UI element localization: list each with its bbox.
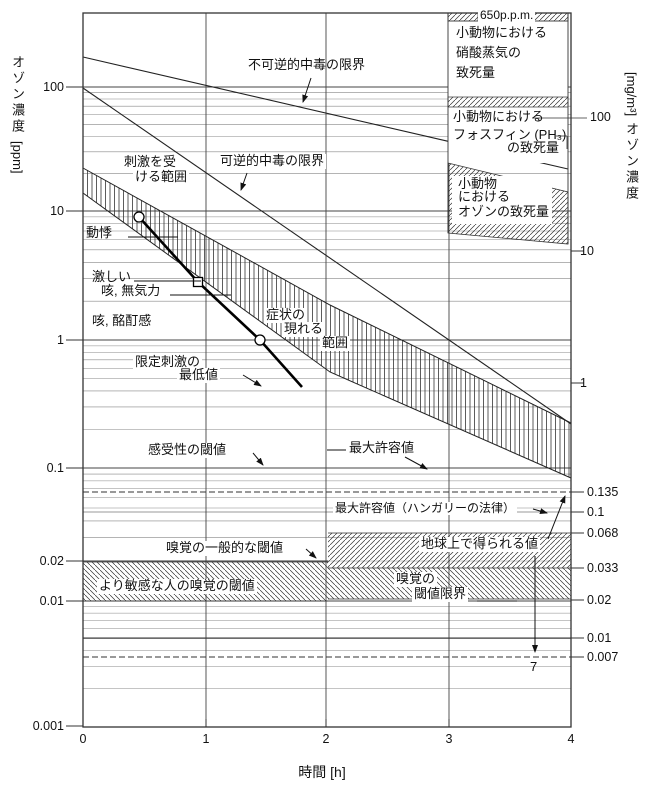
x-tick-1: 1 (202, 732, 210, 746)
left-tick-100: 100 (43, 80, 64, 94)
left-tick-1: 1 (57, 333, 64, 347)
right-tick-100: 100 (590, 110, 611, 124)
label-nitric-l2: 硝酸蒸気の (456, 45, 522, 60)
right-axis-unit: [mg/m³] (624, 72, 639, 117)
left-axis-unit: [ppm] (10, 141, 25, 174)
line-reversible-limit (82, 87, 572, 425)
label-irritation-range-l1: 刺激を受 (122, 154, 179, 170)
label-irritation-range-l2: ける範囲 (133, 169, 190, 185)
x-tick-2: 2 (322, 732, 330, 746)
right-axis-title-text: オゾン濃度 (624, 122, 639, 203)
label-max-allowable: 最大許容値 (347, 440, 417, 456)
x-tick-4: 4 (567, 732, 575, 746)
label-ozone-lethal-l2: における (456, 189, 513, 205)
label-smell-limit-l2: 閾値限界 (412, 586, 469, 602)
label-phosphine-l3: の致死量 (505, 140, 562, 156)
left-tick-10: 10 (50, 204, 64, 218)
left-tick-0-1: 0.1 (46, 461, 64, 475)
line-limited-stimulus (133, 211, 303, 388)
right-tick-10: 10 (580, 244, 594, 258)
label-earth-value: 地球上で得られる値 (419, 536, 541, 552)
left-axis-title-text: オゾン濃度 (10, 55, 25, 135)
x-axis-title: 時間 [h] (298, 764, 346, 780)
label-severe-l1: 激しい (92, 269, 132, 284)
label-phosphine-l2: フォスフィン (PH₃) (453, 127, 567, 142)
label-smell-sensitive: より敏感な人の嗅覚の閾値 (97, 578, 257, 594)
right-tick-0-02: 0.02 (587, 593, 612, 607)
x-tick-3: 3 (445, 732, 453, 746)
label-smell-general: 嗅覚の一般的な閾値 (164, 540, 286, 556)
label-irreversible-limit: 不可逆的中毒の限界 (248, 57, 366, 72)
data-point-circle (254, 334, 266, 346)
label-650ppm-badge: 650p.p.m. (478, 8, 536, 23)
right-tick-0-135: 0.135 (587, 485, 619, 499)
label-symptoms-l1: 症状の (264, 307, 308, 323)
right-tick-1: 1 (580, 376, 587, 390)
right-tick-0-007: 0.007 (587, 650, 619, 664)
label-ozone-lethal-l3: オゾンの致死量 (456, 204, 552, 220)
right-tick-0-068: 0.068 (587, 526, 619, 540)
reference-lines (83, 491, 571, 658)
label-cough: 咳, 酩酊感 (92, 313, 152, 328)
label-seven: 7 (530, 659, 538, 674)
annotation-arrows (128, 77, 566, 653)
arrow-earth-up (547, 495, 566, 540)
label-nitric-l1: 小動物における (456, 25, 548, 40)
left-tick-0-01: 0.01 (39, 594, 64, 608)
label-palpitations: 動悸 (86, 225, 113, 240)
right-tick-0-01: 0.01 (587, 631, 612, 645)
label-ozone-lethal-l1: 小動物 (456, 176, 500, 192)
label-symptoms-l2: 現れる (282, 321, 326, 337)
label-max-allowable-hungary: 最大許容値（ハンガリーの法律） (333, 501, 518, 516)
label-limited-stimulus-l2: 最低値 (177, 367, 221, 383)
right-tick-0-033: 0.033 (587, 561, 619, 575)
label-sensitivity-threshold: 感受性の閾値 (146, 442, 229, 458)
label-symptoms-l3: 範囲 (320, 335, 351, 351)
x-tick-0: 0 (79, 732, 87, 746)
left-tick-0-001: 0.001 (32, 719, 64, 733)
data-point-square (192, 276, 204, 288)
band-symptoms-range (82, 167, 572, 479)
label-limited-stimulus-l1: 限定刺激の (133, 354, 203, 370)
right-axis-title: [mg/m³] オゾン濃度 (622, 72, 641, 202)
axis-ticks (66, 86, 584, 727)
right-tick-0-1: 0.1 (587, 505, 605, 519)
label-smell-limit-l1: 嗅覚の (394, 571, 438, 587)
label-severe-l2: 咳, 無気力 (101, 283, 161, 298)
left-axis-title: オゾン濃度 [ppm] (8, 55, 27, 174)
label-phosphine-l1: 小動物における (453, 109, 545, 124)
label-nitric-l3: 致死量 (456, 65, 496, 80)
label-reversible-limit: 可逆的中毒の限界 (218, 153, 327, 169)
data-point-circle (133, 211, 145, 223)
plot-border (82, 12, 572, 728)
left-tick-0-02: 0.02 (39, 554, 64, 568)
